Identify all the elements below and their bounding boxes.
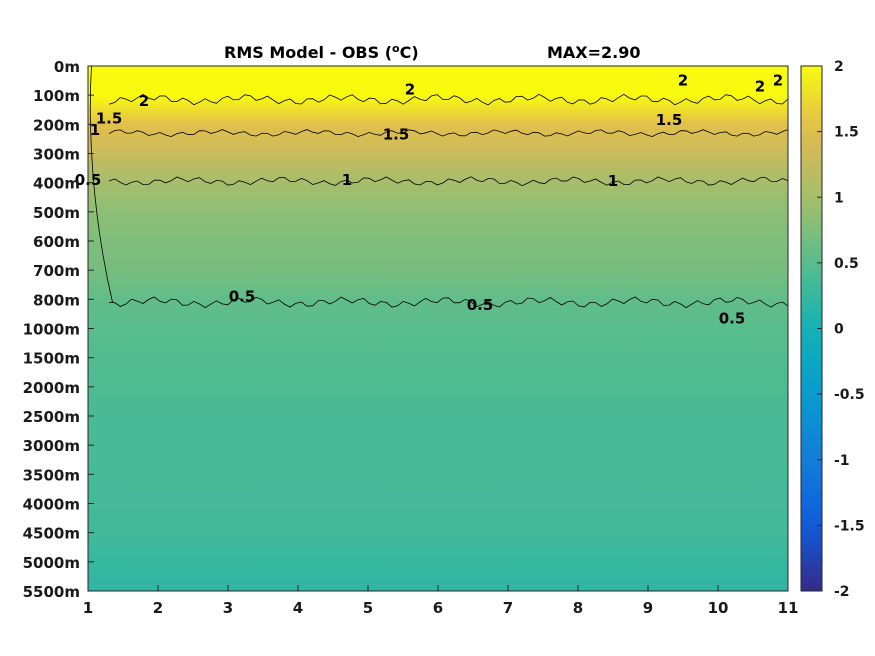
y-tick-label: 1500m — [23, 350, 80, 368]
colorbar-tick-label: 2 — [834, 59, 844, 75]
contour-label: 0.5 — [719, 309, 746, 327]
contour-1 — [108, 176, 789, 187]
heatmap-field — [88, 66, 788, 591]
y-tick-label: 600m — [33, 233, 80, 251]
contour-2 — [108, 93, 789, 106]
y-tick-label: 0m — [54, 58, 80, 76]
y-tick-label: 4000m — [23, 496, 80, 514]
x-tick-label: 11 — [778, 599, 799, 617]
x-tick-label: 1 — [83, 599, 93, 617]
colorbar-tick-label: -0.5 — [834, 387, 865, 403]
colorbar-tick-label: 1.5 — [834, 125, 859, 141]
contour-labels: 22 2 2 21.51.51.511 10.50.5 0.50.5 — [75, 72, 784, 328]
contour-label: 1.5 — [383, 126, 410, 144]
y-tick-label: 2500m — [23, 408, 80, 426]
y-tick-label: 3500m — [23, 466, 80, 484]
contour-label: 2 — [139, 92, 149, 110]
x-axis-ticks: 1 2 3 4 5 6 7 8 9 10 11 — [83, 585, 799, 617]
x-tick-label: 9 — [643, 599, 653, 617]
x-tick-label: 10 — [708, 599, 729, 617]
x-tick-label: 5 — [363, 599, 373, 617]
title-unit-superscript: o — [392, 42, 400, 55]
y-tick-label: 500m — [33, 204, 80, 222]
contour-1-5 — [108, 129, 789, 138]
colorbar-tick-label: -1 — [834, 453, 850, 469]
contour-label: 2 — [678, 72, 688, 90]
colorbar-tick-label: -2 — [834, 584, 850, 600]
colorbar-tick-label: 0.5 — [834, 256, 859, 272]
contour-label: 1 — [608, 172, 618, 190]
contour-label: 1.5 — [96, 110, 123, 128]
y-tick-label: 1000m — [23, 321, 80, 339]
contour-label: 1.5 — [656, 111, 683, 129]
y-tick-label: 5500m — [23, 583, 80, 601]
x-tick-label: 2 — [153, 599, 163, 617]
plot-area: 22 2 2 21.51.51.511 10.50.5 0.50.5 — [75, 65, 789, 592]
x-tick-label: 4 — [293, 599, 303, 617]
contour-0-5 — [108, 296, 789, 309]
contour-label: 1 — [90, 121, 100, 139]
contour-left-edge — [89, 65, 113, 303]
y-tick-label: 200m — [33, 116, 80, 134]
y-tick-label: 700m — [33, 262, 80, 280]
colorbar-ticks: 2 1.5 1 0.5 0 -0.5 -1 -1.5 -2 — [817, 59, 865, 600]
max-label: MAX=2.90 — [547, 43, 641, 62]
contour-lines — [89, 65, 789, 309]
colorbar-tick-label: -1.5 — [834, 518, 865, 534]
colorbar-tick-label: 0 — [834, 322, 844, 338]
colorbar-tick-label: 1 — [834, 190, 844, 206]
contour-label: 0.5 — [229, 287, 256, 305]
y-tick-label: 300m — [33, 146, 80, 164]
x-tick-label: 3 — [223, 599, 233, 617]
y-tick-label: 4500m — [23, 525, 80, 543]
y-tick-label: 5000m — [23, 554, 80, 572]
x-tick-label: 7 — [503, 599, 513, 617]
colorbar: 2 1.5 1 0.5 0 -0.5 -1 -1.5 -2 — [800, 59, 865, 600]
y-axis-ticks: 0m 100m 200m 300m 400m 500m 600m 700m 800m 1000m 1… — [23, 58, 94, 601]
y-tick-label: 2000m — [23, 379, 80, 397]
y-tick-label: 800m — [33, 291, 80, 309]
y-tick-label: 3000m — [23, 437, 80, 455]
contour-label: 2 — [405, 80, 415, 98]
chart-title: RMS Model - OBS (oC) — [224, 42, 419, 62]
title-unit: C) — [400, 43, 419, 62]
y-tick-label: 100m — [33, 87, 80, 105]
contour-label: 1 — [342, 171, 352, 189]
x-tick-label: 6 — [433, 599, 443, 617]
contour-label: 2 — [755, 77, 765, 95]
contour-label: 2 — [773, 72, 783, 90]
y-tick-label: 400m — [33, 175, 80, 193]
x-tick-label: 8 — [573, 599, 583, 617]
contour-label: 0.5 — [467, 296, 494, 314]
